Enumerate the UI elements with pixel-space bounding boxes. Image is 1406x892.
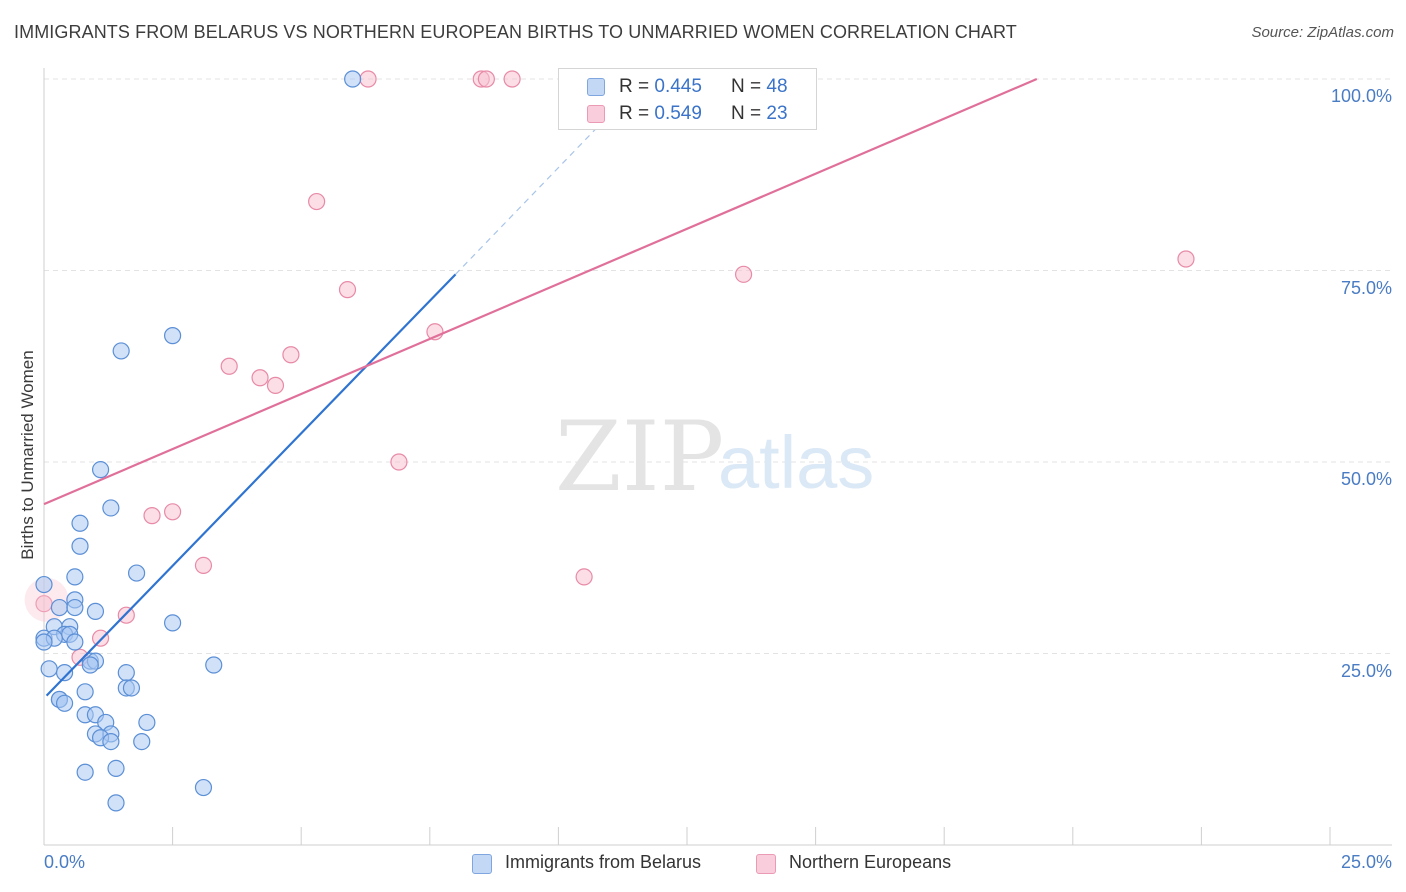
data-point bbox=[107, 794, 125, 812]
data-point bbox=[66, 568, 84, 586]
data-point bbox=[35, 575, 53, 594]
blue-swatch-icon bbox=[587, 78, 605, 96]
data-point bbox=[107, 759, 125, 778]
data-point bbox=[55, 694, 74, 712]
data-point bbox=[251, 369, 269, 387]
x-tick-label-max: 25.0% bbox=[1340, 852, 1392, 872]
data-point bbox=[35, 633, 53, 651]
data-point bbox=[102, 732, 120, 751]
n-value: 23 bbox=[766, 103, 788, 124]
data-point bbox=[194, 778, 213, 797]
data-point bbox=[390, 453, 408, 471]
data-point bbox=[50, 598, 69, 617]
data-point bbox=[194, 556, 213, 575]
data-point bbox=[112, 342, 130, 360]
pink-swatch-icon bbox=[587, 105, 605, 123]
r-value: 0.445 bbox=[654, 76, 702, 97]
data-point bbox=[91, 461, 110, 479]
pink-swatch-icon bbox=[756, 854, 776, 874]
trend-line-belarus-extension bbox=[455, 124, 600, 275]
data-point bbox=[308, 192, 326, 211]
watermark-atlas: atlas bbox=[718, 421, 874, 504]
legend-label: Immigrants from Belarus bbox=[505, 852, 702, 872]
data-point bbox=[164, 503, 182, 521]
data-point bbox=[133, 732, 151, 751]
data-point bbox=[71, 514, 89, 532]
data-point bbox=[205, 656, 223, 674]
data-point bbox=[164, 614, 182, 632]
data-point bbox=[138, 713, 156, 732]
data-point bbox=[66, 598, 84, 617]
data-point bbox=[91, 629, 110, 647]
n-label: N = bbox=[731, 103, 767, 124]
data-point bbox=[338, 281, 357, 299]
y-tick-label: 100.0% bbox=[1330, 86, 1392, 106]
data-point bbox=[40, 660, 58, 678]
data-point bbox=[117, 606, 135, 624]
data-point bbox=[71, 537, 89, 555]
trend-line-northern bbox=[43, 77, 1038, 506]
correlation-legend: R = 0.445 N = 48 R = 0.549 N = 23 bbox=[558, 68, 817, 130]
r-label: R = bbox=[619, 76, 655, 97]
data-point bbox=[575, 568, 593, 586]
y-tick-label: 75.0% bbox=[1340, 277, 1392, 298]
data-point bbox=[282, 346, 300, 364]
data-point bbox=[1177, 250, 1195, 268]
series-immigrants-belarus bbox=[35, 70, 362, 812]
data-point bbox=[86, 602, 105, 620]
axes bbox=[43, 68, 1392, 846]
data-point bbox=[55, 664, 74, 682]
x-tick-label-min: 0.0% bbox=[44, 852, 86, 872]
data-point bbox=[117, 664, 135, 682]
series-northern-europeans bbox=[24, 70, 1195, 666]
data-point bbox=[266, 376, 285, 394]
data-point bbox=[503, 70, 521, 88]
watermark: ZIP atlas bbox=[555, 401, 874, 513]
data-point bbox=[344, 70, 362, 88]
data-point bbox=[359, 70, 377, 88]
data-point bbox=[81, 656, 99, 674]
y-tick-label: 50.0% bbox=[1340, 469, 1392, 489]
watermark-zip: ZIP bbox=[555, 401, 724, 513]
n-label: N = bbox=[731, 76, 767, 97]
data-point bbox=[76, 763, 94, 781]
data-point bbox=[164, 327, 182, 345]
n-value: 48 bbox=[766, 76, 788, 97]
grid-lines bbox=[44, 78, 1392, 654]
blue-swatch-icon bbox=[472, 854, 492, 874]
data-point bbox=[477, 70, 495, 88]
r-label: R = bbox=[619, 103, 655, 124]
legend-row-northern: R = 0.549 N = 23 bbox=[559, 100, 816, 128]
trend-lines bbox=[43, 77, 1038, 697]
legend-label: Northern Europeans bbox=[789, 852, 952, 872]
legend-row-belarus: R = 0.445 N = 48 bbox=[559, 73, 816, 101]
trend-line-belarus bbox=[45, 273, 457, 697]
data-point bbox=[66, 633, 84, 651]
data-point bbox=[76, 683, 94, 701]
data-point bbox=[143, 507, 161, 525]
data-point bbox=[127, 564, 146, 582]
chart-title: IMMIGRANTS FROM BELARUS VS NORTHERN EURO… bbox=[14, 22, 1017, 42]
r-value: 0.549 bbox=[654, 103, 702, 124]
data-point bbox=[122, 679, 141, 697]
y-tick-label: 25.0% bbox=[1340, 660, 1392, 681]
data-point bbox=[102, 499, 120, 517]
data-point bbox=[734, 265, 753, 283]
data-point bbox=[220, 357, 238, 375]
source-label: Source: ZipAtlas.com bbox=[1251, 24, 1394, 41]
